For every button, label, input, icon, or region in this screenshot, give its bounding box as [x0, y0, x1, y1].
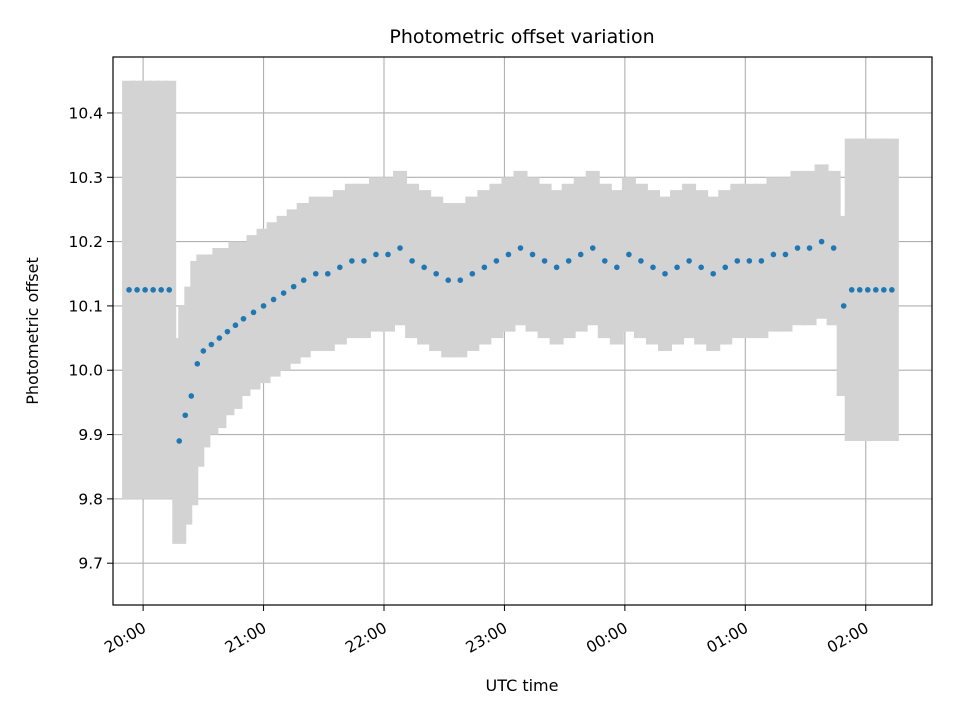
data-point: [385, 251, 391, 258]
data-point: [433, 270, 439, 277]
data-point: [848, 287, 855, 293]
data-point: [337, 264, 343, 271]
y-tick-label: 10.0: [68, 362, 103, 380]
data-point: [553, 264, 560, 271]
data-point: [782, 251, 789, 258]
data-point: [312, 270, 319, 277]
data-point: [280, 290, 287, 296]
data-point: [577, 251, 584, 258]
data-point: [324, 270, 331, 277]
data-point: [864, 287, 871, 293]
data-point: [638, 258, 644, 264]
data-point: [208, 341, 215, 348]
data-point: [794, 245, 801, 251]
data-point: [200, 348, 207, 354]
data-point: [373, 251, 379, 258]
y-axis-label: Photometric offset: [23, 257, 42, 405]
data-point: [300, 277, 307, 283]
data-point: [806, 245, 813, 251]
data-point: [889, 287, 895, 293]
data-point: [505, 251, 512, 258]
data-point: [734, 258, 741, 264]
data-point: [176, 438, 183, 444]
data-point: [421, 264, 427, 271]
data-point: [216, 335, 223, 341]
data-point: [445, 277, 452, 283]
data-point: [240, 315, 247, 322]
data-point: [469, 270, 476, 277]
data-point: [270, 296, 277, 303]
data-point: [409, 258, 415, 264]
data-point: [126, 287, 132, 293]
y-tick-label: 9.8: [78, 490, 103, 508]
data-point: [565, 258, 572, 264]
data-point: [250, 309, 257, 316]
y-tick-label: 10.1: [68, 297, 103, 315]
data-point: [830, 245, 837, 251]
y-tick-label: 9.9: [78, 426, 103, 444]
data-point: [397, 245, 403, 251]
data-point: [182, 412, 189, 419]
y-tick-label: 10.2: [68, 233, 103, 251]
data-point: [260, 303, 267, 309]
data-point: [770, 251, 777, 258]
data-point: [150, 287, 156, 293]
data-point: [840, 303, 847, 309]
data-point: [872, 287, 879, 293]
data-point: [529, 251, 536, 258]
data-point: [457, 277, 464, 283]
data-point: [698, 264, 704, 271]
data-point: [361, 258, 367, 264]
data-point: [650, 264, 656, 271]
y-tick-label: 10.3: [68, 169, 103, 187]
chart-title: Photometric offset variation: [389, 26, 654, 48]
data-point: [134, 287, 140, 293]
data-point: [614, 264, 620, 271]
data-point: [493, 258, 500, 264]
data-point: [166, 287, 173, 293]
data-point: [856, 287, 863, 293]
data-point: [481, 264, 488, 271]
data-point: [158, 287, 164, 293]
data-point: [722, 264, 729, 271]
data-point: [710, 270, 716, 277]
data-point: [686, 258, 692, 264]
y-axis-ticks: 9.7 9.8 9.9 10.0 10.1 10.2 10.3 10.4: [68, 104, 113, 573]
data-point: [188, 393, 195, 399]
data-point: [517, 245, 524, 251]
data-point: [626, 251, 632, 258]
x-axis-label: UTC time: [486, 676, 559, 695]
data-point: [290, 283, 297, 290]
data-point: [232, 322, 239, 329]
data-point: [818, 238, 825, 245]
data-point: [349, 258, 355, 264]
data-point: [589, 245, 596, 251]
data-point: [194, 361, 201, 367]
data-point: [746, 258, 753, 264]
y-tick-label: 10.4: [68, 104, 103, 122]
plot-frame: [112, 56, 933, 606]
data-point: [142, 287, 148, 293]
data-point: [881, 287, 887, 293]
data-point: [758, 258, 765, 264]
data-point: [541, 258, 548, 264]
y-tick-label: 9.7: [78, 555, 103, 573]
data-point: [602, 258, 608, 264]
data-point: [662, 270, 668, 277]
data-point: [224, 328, 231, 335]
data-points: [126, 238, 895, 444]
data-point: [674, 264, 680, 271]
